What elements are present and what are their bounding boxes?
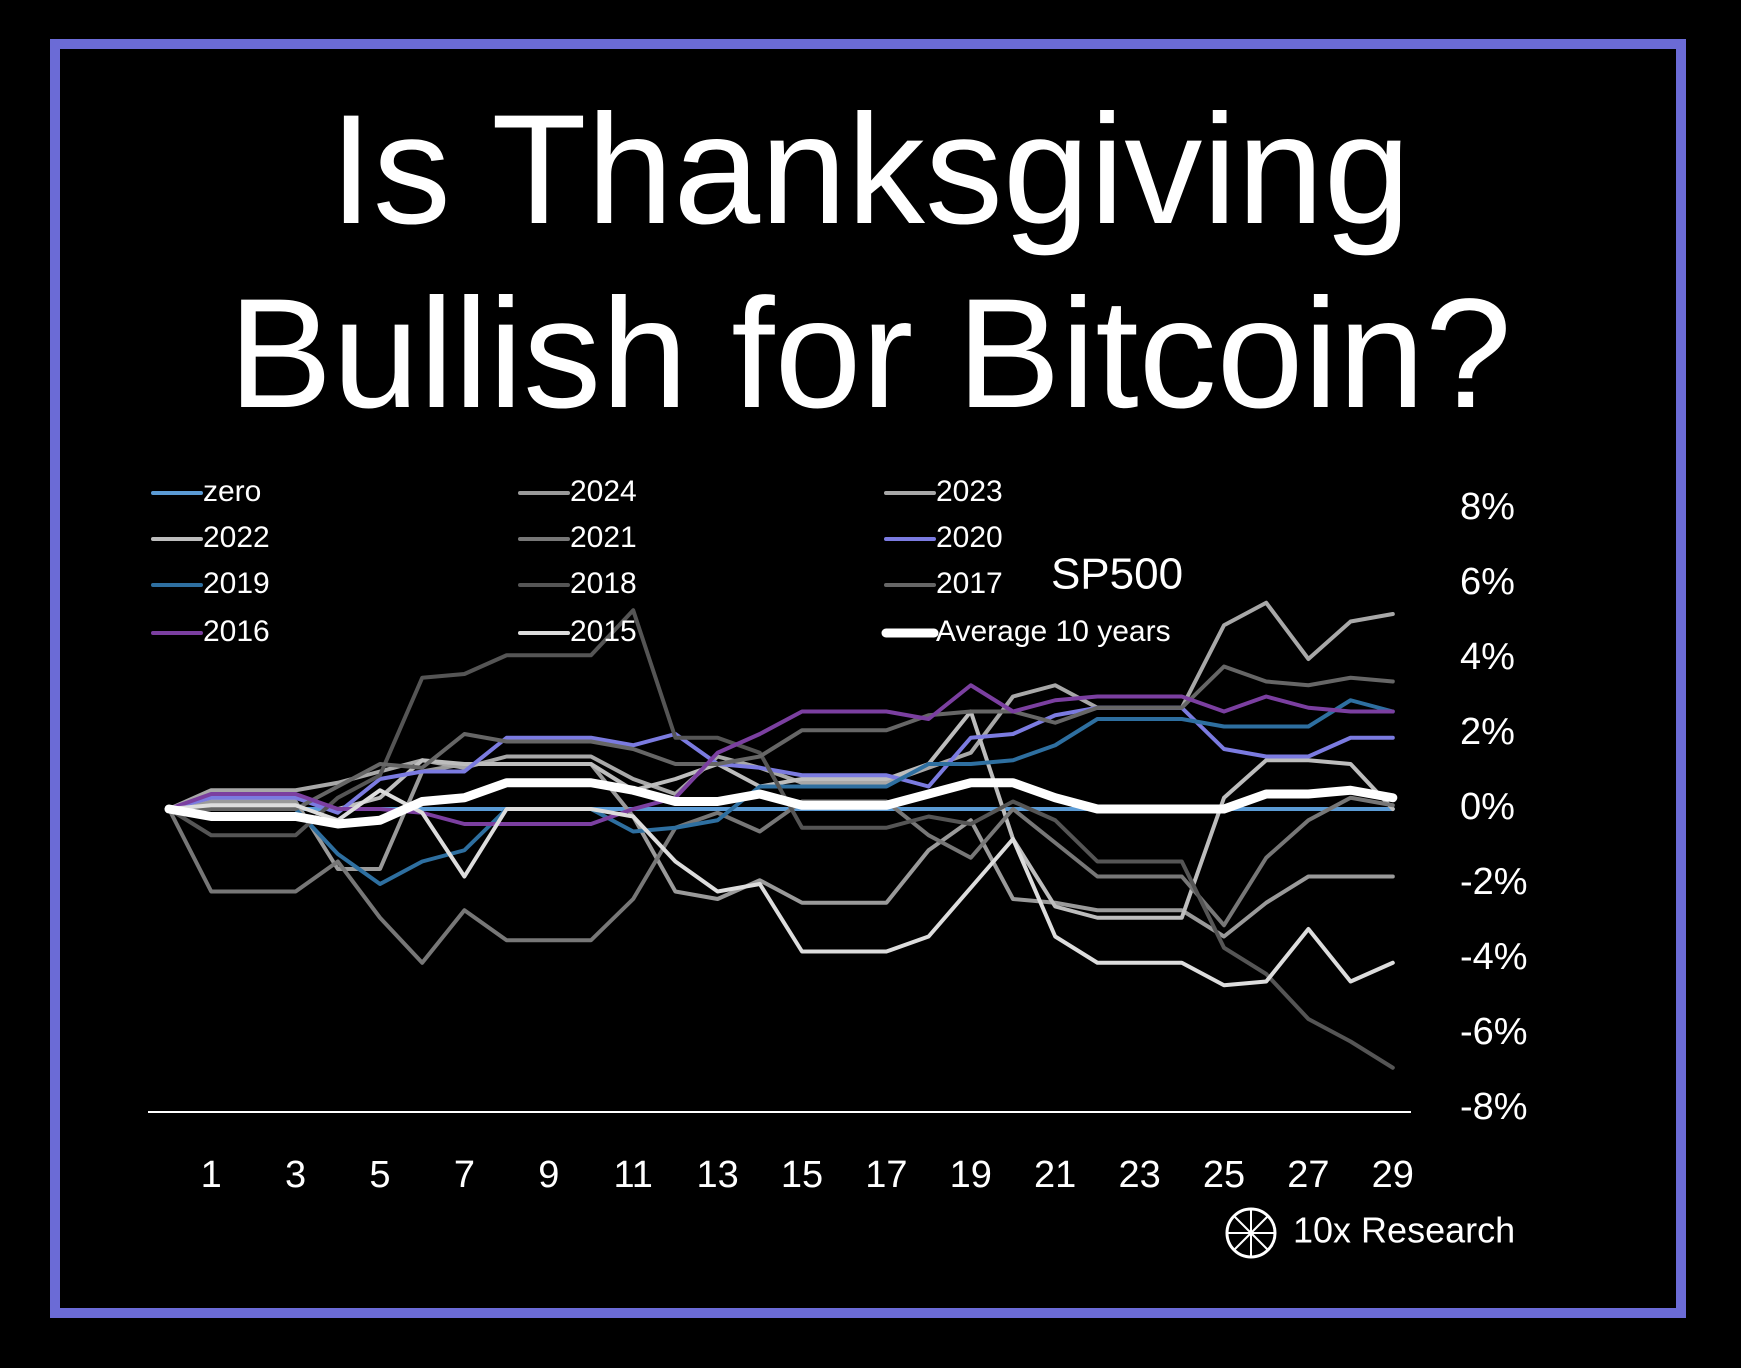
x-tick-label: 27 (1287, 1154, 1329, 1196)
logo (1225, 1207, 1277, 1259)
x-tick-label: 5 (369, 1154, 390, 1196)
x-tick-label: 13 (696, 1154, 738, 1196)
x-tick-label: 7 (454, 1154, 475, 1196)
y-tick-label: -8% (1460, 1086, 1528, 1128)
legend-label: 2017 (936, 567, 1003, 600)
x-tick-label: 15 (781, 1154, 823, 1196)
x-tick-label: 9 (538, 1154, 559, 1196)
legend-label: zero (203, 475, 261, 508)
series-line (167, 709, 1395, 920)
series-line (164, 778, 1398, 829)
legend-label: 2022 (203, 521, 270, 554)
series-line (167, 705, 1395, 815)
source: 10x Research (1293, 1210, 1515, 1251)
x-tick-label: 23 (1118, 1154, 1160, 1196)
series-line (167, 608, 1395, 1070)
y-tick-label: 2% (1460, 711, 1515, 753)
x-tick-label: 29 (1372, 1154, 1414, 1196)
legend-label: 2020 (936, 521, 1003, 554)
x-tick-label: 19 (950, 1154, 992, 1196)
y-tick-label: -4% (1460, 936, 1528, 978)
legend-label: 2019 (203, 567, 270, 600)
x-tick-label: 11 (613, 1154, 652, 1196)
y-tick-label: -6% (1460, 1011, 1528, 1053)
annotation: SP500 (1051, 550, 1183, 599)
legend-label: 2016 (203, 615, 270, 648)
x-tick-label: 3 (285, 1154, 306, 1196)
legend-label: 2015 (570, 615, 637, 648)
series-line (167, 762, 1395, 939)
y-tick-label: -2% (1460, 861, 1528, 903)
y-tick-label: 8% (1460, 486, 1515, 528)
chart-title: Is Thanksgiving Bullish for Bitcoin? (228, 83, 1512, 441)
x-tick-label: 25 (1203, 1154, 1245, 1196)
series-line (167, 600, 1395, 811)
y-tick-label: 6% (1460, 561, 1515, 603)
x-tick-label: 21 (1034, 1154, 1076, 1196)
legend-label: 2021 (570, 521, 637, 554)
legend-label: 2024 (570, 475, 637, 508)
x-tick-label: 1 (201, 1154, 222, 1196)
y-tick-label: 4% (1460, 636, 1515, 678)
series-line (167, 683, 1395, 826)
series-line (167, 788, 1395, 988)
frame (50, 39, 1686, 1318)
legend-label: Average 10 years (936, 615, 1171, 648)
series-line (167, 795, 1395, 965)
legend-label: 2023 (936, 475, 1003, 508)
y-tick-label: 0% (1460, 786, 1515, 828)
legend-label: 2018 (570, 567, 637, 600)
x-tick-label: 17 (865, 1154, 907, 1196)
